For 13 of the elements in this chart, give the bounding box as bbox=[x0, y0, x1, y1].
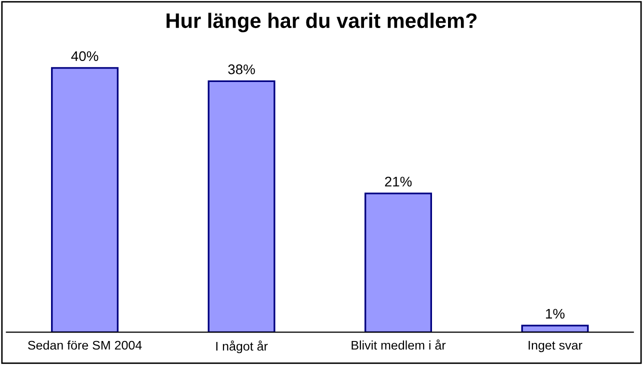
data-label: 1% bbox=[546, 308, 565, 319]
x-tick-label: Inget svar bbox=[528, 340, 582, 352]
bar bbox=[364, 192, 432, 332]
x-tick-label: Sedan före SM 2004 bbox=[28, 340, 142, 350]
x-tick-label: I något år bbox=[216, 340, 268, 354]
data-label: 38% bbox=[228, 64, 255, 74]
bar bbox=[51, 67, 119, 332]
bar bbox=[521, 324, 589, 332]
data-label: 40% bbox=[71, 51, 98, 62]
bar bbox=[208, 80, 276, 332]
chart-title: Hur länge har du varit medlem? bbox=[166, 12, 477, 32]
x-tick-label: Blivit medlem i år bbox=[352, 339, 446, 350]
data-label: 21% bbox=[385, 176, 412, 186]
